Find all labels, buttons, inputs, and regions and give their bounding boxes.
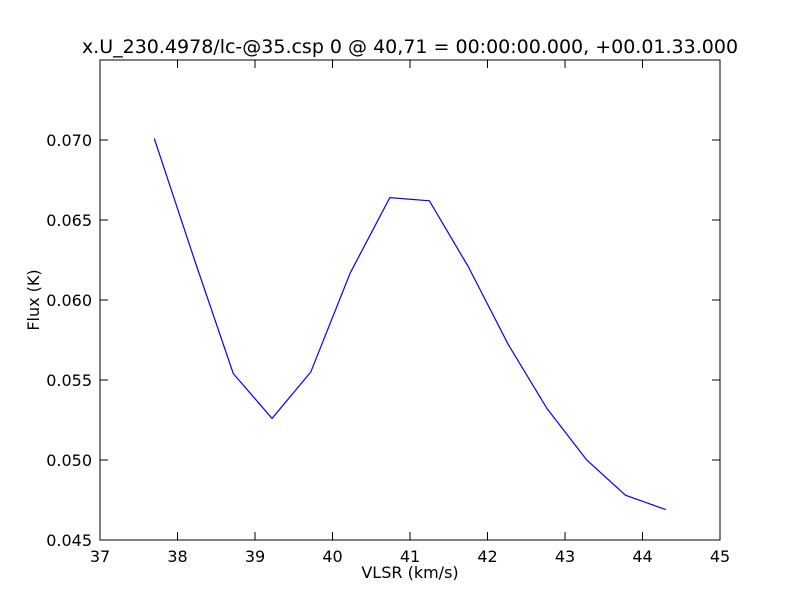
- x-tick-label: 37: [90, 547, 110, 566]
- x-tick-label: 43: [555, 547, 575, 566]
- chart-title: x.U_230.4978/lc-@35.csp 0 @ 40,71 = 00:0…: [82, 36, 738, 58]
- x-tick-label: 41: [400, 547, 420, 566]
- series-line-0: [153, 138, 666, 511]
- y-tick-label: 0.050: [46, 451, 92, 470]
- y-tick-label: 0.045: [46, 531, 92, 550]
- x-tick-label: 38: [167, 547, 187, 566]
- x-tick-label: 42: [477, 547, 497, 566]
- y-tick-label: 0.065: [46, 211, 92, 230]
- y-axis-label: Flux (K): [24, 269, 43, 330]
- x-tick-label: 40: [322, 547, 342, 566]
- y-tick-label: 0.055: [46, 371, 92, 390]
- x-tick-label: 45: [710, 547, 730, 566]
- x-tick-label: 44: [632, 547, 652, 566]
- y-tick-label: 0.070: [46, 131, 92, 150]
- axes-frame: [99, 59, 721, 541]
- plot-area: 37 38 39 40 41 42 43 44 45 0.045 0.050 0.055 0.060 0.…: [46, 59, 730, 566]
- x-axis-label: VLSR (km/s): [361, 563, 458, 582]
- y-tick-label: 0.060: [46, 291, 92, 310]
- x-tick-label: 39: [245, 547, 265, 566]
